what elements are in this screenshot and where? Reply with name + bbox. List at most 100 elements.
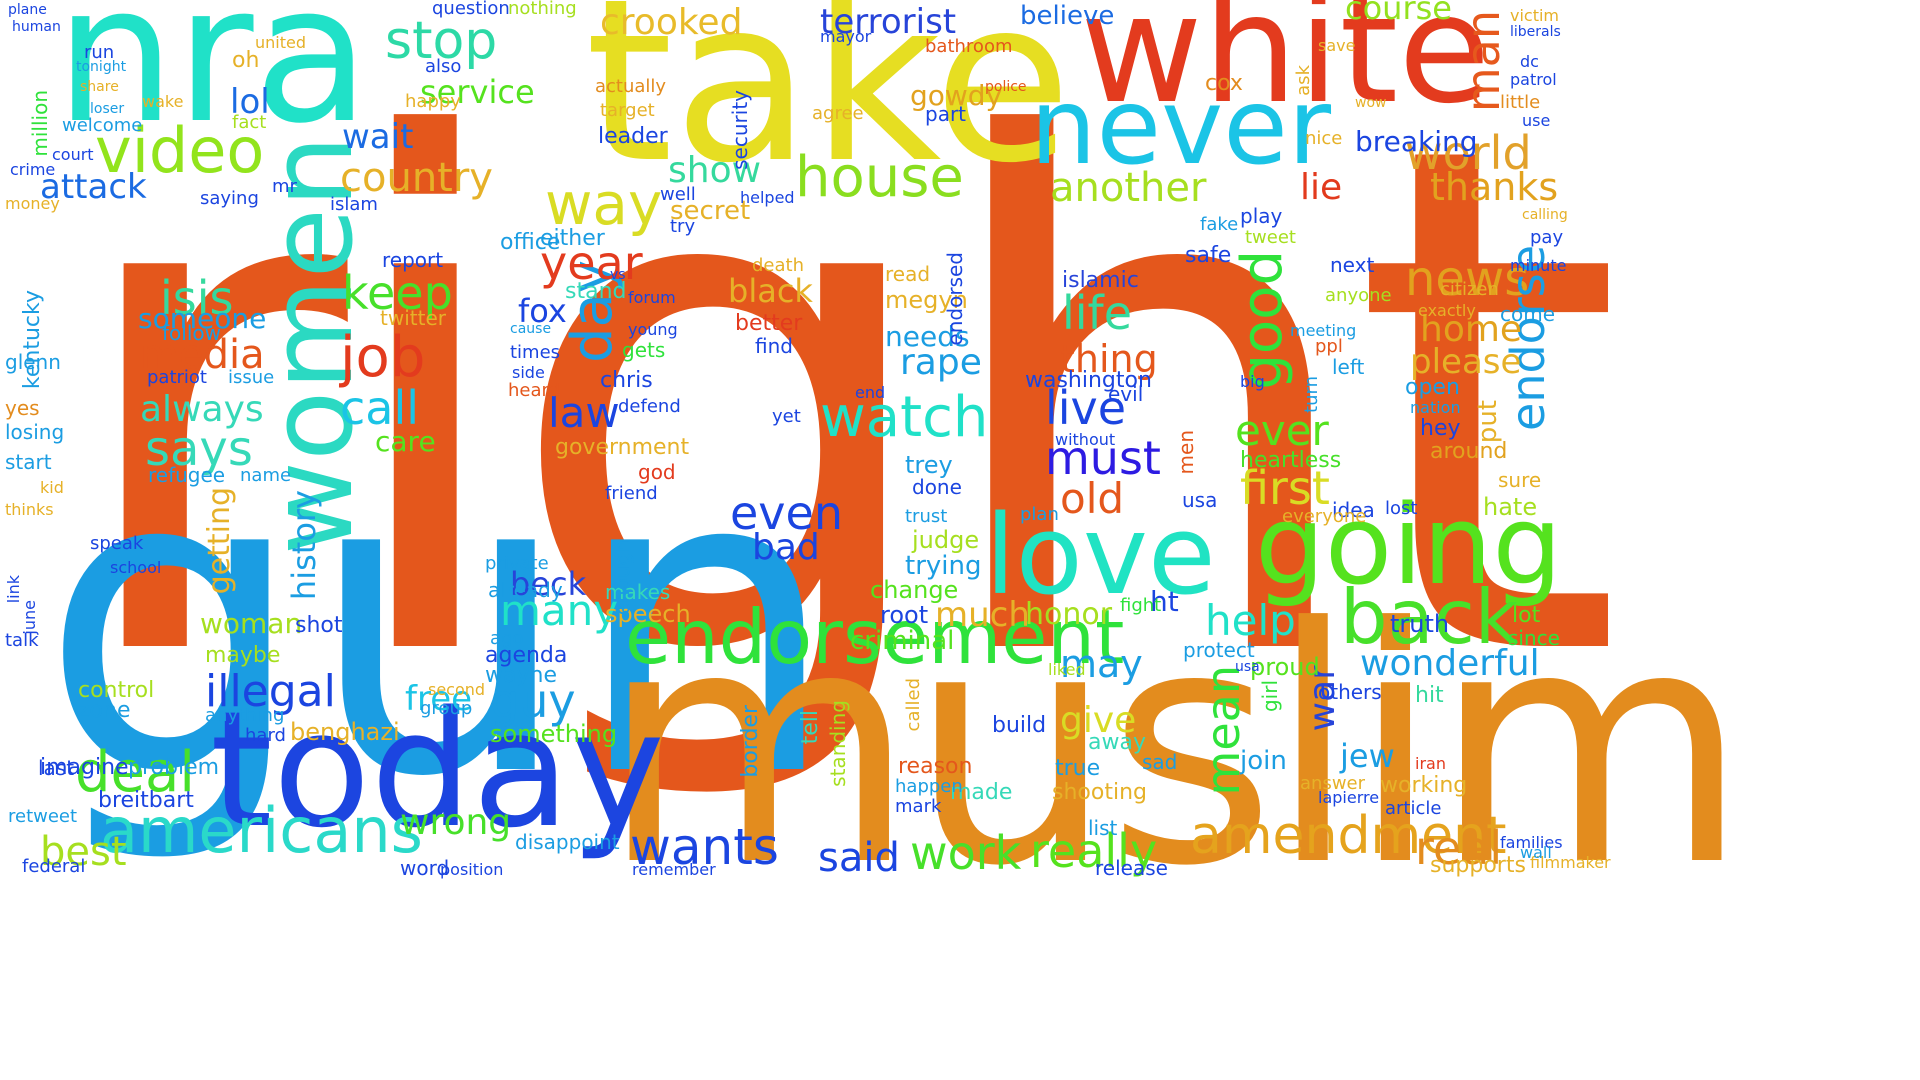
word: second [428,680,486,699]
word: vs [610,267,626,283]
word: call [340,381,420,435]
word: money [5,194,60,213]
word: federal [22,856,86,877]
word: trying [905,551,982,581]
word: calling [1522,207,1568,223]
word: twitter [380,306,446,330]
word: wow [1355,95,1387,111]
word: patrol [1510,70,1557,89]
word: stand [565,279,627,304]
word: glenn [5,350,61,374]
word: follow [162,321,221,345]
word: show [668,150,762,191]
word: free [405,679,473,719]
word: school [110,558,162,577]
word: nation [1410,398,1461,417]
word: put [1473,400,1503,444]
word: getting [202,487,237,595]
word: leader [598,124,668,149]
word: word [400,856,450,880]
word: little [1500,92,1541,113]
word: report [382,248,444,272]
word: wrong [400,802,512,843]
word: gun [40,380,839,869]
word: change [870,576,959,604]
word: best [40,829,127,875]
word: hey [1420,416,1461,441]
word: filmmaker [1530,853,1611,872]
word: isis [160,271,234,325]
word: video [95,114,265,187]
word: sad [1142,750,1178,774]
word: government [555,435,690,460]
word: evil [1108,382,1144,406]
word: benghazi [290,718,400,746]
word: actually [595,76,667,97]
word: united [255,33,306,52]
word: terrorist [820,2,957,42]
word: fox [518,292,567,330]
word: bad [752,527,820,568]
word: guy [490,674,576,728]
word: usa [1235,659,1260,675]
word: iran [1415,754,1446,773]
word: course [1345,0,1452,27]
word: either [540,226,605,251]
word: agree [812,103,864,124]
word: release [1095,856,1168,880]
word: usa [1182,488,1218,512]
word: muslim [600,558,1749,937]
word: news [1405,251,1530,307]
word: root [880,601,929,629]
word: please [1410,342,1522,382]
word: hard [245,725,286,746]
word: megyn [885,286,968,314]
word: friend [605,483,658,504]
word: safe [1185,243,1232,268]
word: proud [1250,653,1320,681]
word: helped [740,188,795,207]
word: media [140,332,265,378]
word: young [628,320,678,339]
word: imagine [40,755,129,780]
word: welcome [62,115,143,136]
word: next [1330,253,1375,277]
word: start [5,450,52,474]
word: makes [605,580,671,604]
word: rape [900,342,982,383]
word: thing [1060,337,1158,381]
word: keep [342,266,453,320]
word: service [420,73,535,111]
word: going [1255,481,1563,609]
word: nra [55,0,370,165]
word: home [1420,309,1523,350]
word: give [1060,700,1137,741]
word: girl [1258,680,1282,713]
word: crooked [600,2,743,43]
word: anything [205,705,285,726]
word: islam [330,194,378,215]
word: islamic [1062,268,1139,293]
word: open [1405,375,1460,400]
word: reason [898,754,973,779]
word: yet [772,406,801,427]
word: plane [8,2,47,18]
word: away [1088,730,1146,755]
word: wait [342,117,414,157]
word: run [84,42,115,63]
word: pay [1530,227,1564,248]
word: chris [600,368,653,393]
word: take [585,0,1072,213]
word: watch [820,385,989,450]
word: disappoint [515,830,620,854]
word: sure [1498,468,1542,492]
word: washington [1025,368,1152,393]
word: left [1332,355,1365,379]
word: good [1230,250,1295,390]
word: believe [1020,1,1115,31]
word: white [1080,0,1491,137]
word: hit [1415,683,1444,708]
word: defend [618,396,681,417]
word: history [285,490,323,601]
word: plan [1020,504,1059,525]
